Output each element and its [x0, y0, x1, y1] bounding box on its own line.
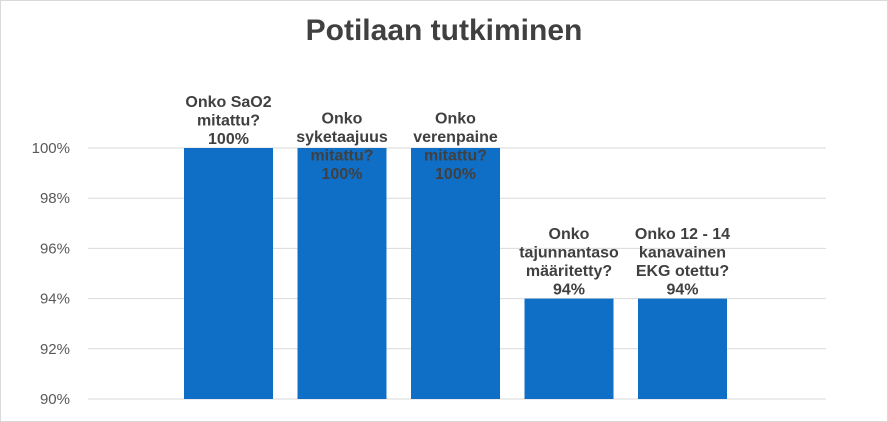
bar-2 — [411, 148, 500, 399]
data-label-2-line-2: mitattu? — [424, 148, 487, 165]
data-label-4-line-0: Onko 12 - 14 — [635, 226, 730, 243]
data-label-4-line-3: 94% — [666, 282, 698, 299]
data-label-4-line-2: EKG otettu? — [636, 263, 729, 280]
data-label-1-line-3: 100% — [322, 166, 363, 183]
data-label-3-line-0: Onko — [549, 226, 590, 243]
bar-0 — [184, 148, 273, 399]
data-label-3-line-3: 94% — [553, 282, 585, 299]
bar-1 — [297, 148, 387, 399]
y-tick-label-5: 100% — [32, 140, 70, 157]
data-label-0-line-2: 100% — [208, 131, 249, 148]
y-tick-label-1: 92% — [40, 341, 70, 358]
y-tick-label-2: 94% — [40, 291, 70, 308]
data-label-3-line-2: määritetty? — [526, 263, 612, 280]
bar-3 — [524, 298, 614, 399]
y-tick-label-4: 98% — [40, 190, 70, 207]
bar-4 — [638, 298, 727, 399]
data-label-2-line-3: 100% — [435, 166, 476, 183]
data-label-0-line-0: Onko SaO2 — [185, 94, 271, 111]
data-label-1-line-2: mitattu? — [310, 148, 373, 165]
y-tick-label-0: 90% — [40, 391, 70, 408]
data-label-1-line-0: Onko — [322, 111, 363, 128]
data-label-1-line-1: syketaajuus — [296, 129, 388, 146]
data-label-2-line-1: verenpaine — [413, 129, 498, 146]
chart-title: Potilaan tutkiminen — [305, 14, 583, 47]
y-tick-label-3: 96% — [40, 240, 70, 257]
data-label-2-line-0: Onko — [435, 111, 476, 128]
data-label-4-line-1: kanavainen — [639, 245, 726, 262]
data-label-0-line-1: mitattu? — [197, 113, 260, 130]
data-label-3-line-1: tajunnantaso — [519, 245, 619, 262]
